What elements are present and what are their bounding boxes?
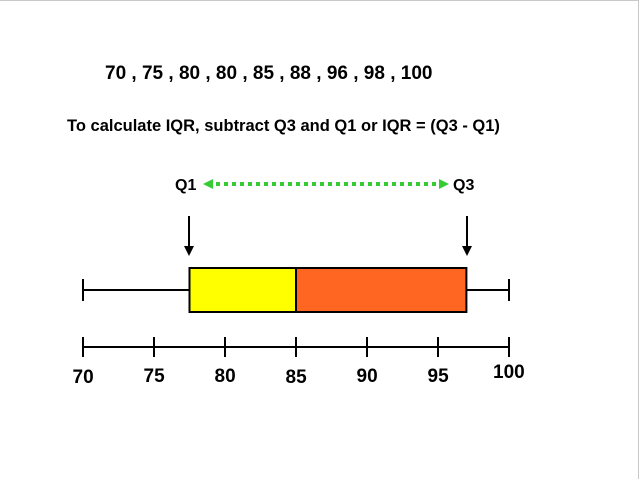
axis-tick-label-90: 90: [356, 366, 378, 387]
q1-label: Q1: [175, 177, 197, 194]
axis-tick-label-75: 75: [143, 366, 165, 387]
axis-tick-label-95: 95: [427, 366, 449, 387]
axis-tick-label-100: 100: [493, 362, 525, 383]
iqr-instruction: To calculate IQR, subtract Q3 and Q1 or …: [67, 117, 500, 135]
data-set: 70 , 75 , 80 , 80 , 85 , 88 , 96 , 98 , …: [105, 63, 433, 84]
axis-tick-label-80: 80: [214, 366, 236, 387]
axis-ticks: [82, 337, 510, 357]
axis-tick-label-70: 70: [72, 367, 94, 388]
box-lower-half: [188, 267, 297, 313]
q3-label: Q3: [453, 177, 475, 194]
box-upper-half: [295, 267, 468, 313]
axis-tick-label-85: 85: [285, 367, 307, 388]
